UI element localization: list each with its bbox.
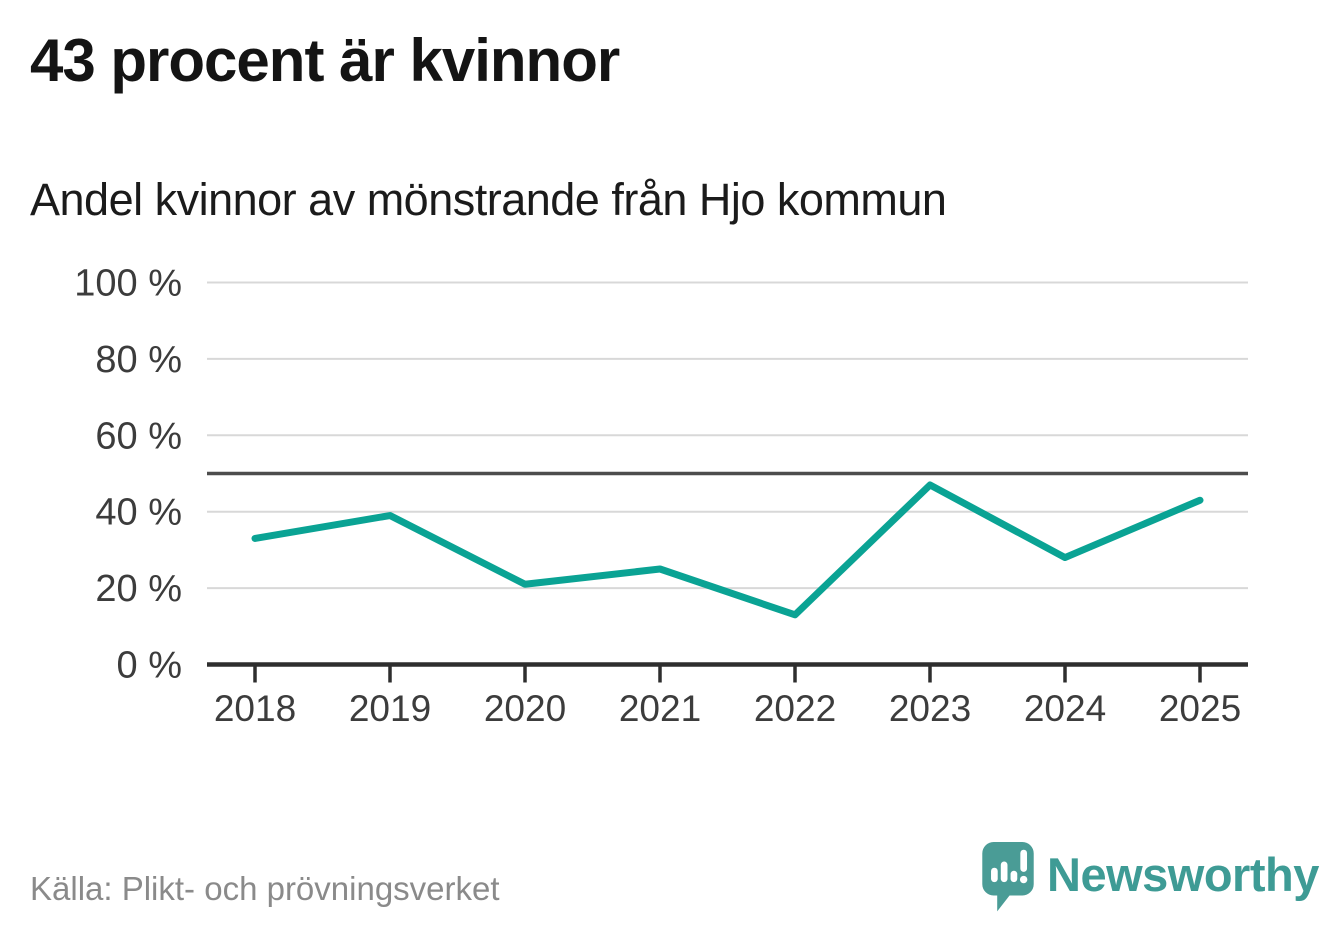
y-tick-label: 0 % [117,645,182,687]
y-tick-label: 100 % [74,263,182,305]
x-tick-label: 2018 [214,688,296,729]
logo-bar-1 [991,867,998,883]
brand-lockup: Newsworthy [982,842,1319,914]
x-tick-label: 2024 [1024,688,1106,729]
source-note: Källa: Plikt- och prövningsverket [30,870,500,907]
chart-subtitle: Andel kvinnor av mönstrande från Hjo kom… [30,174,947,225]
y-tick-label: 40 % [95,492,182,534]
x-tick-label: 2023 [889,688,971,729]
y-tick-label: 20 % [95,568,182,610]
logo-bar-2 [1000,861,1008,883]
x-tick-label: 2019 [349,688,431,729]
x-tick-label: 2021 [619,688,701,729]
x-tick-label: 2025 [1159,688,1241,729]
logo-exclamation-dot [1019,875,1028,884]
headline: 43 procent är kvinnor [30,27,620,94]
x-tick-label: 2022 [754,688,836,729]
newsworthy-logo-icon [982,842,1034,912]
x-tick-label: 2020 [484,688,566,729]
brand-name: Newsworthy [1047,848,1319,901]
series-line [251,481,1204,619]
logo-exclamation-bar [1020,849,1028,872]
y-tick-label: 60 % [95,415,182,457]
logo-bar-3 [1010,870,1018,883]
y-tick-label: 80 % [95,339,182,381]
